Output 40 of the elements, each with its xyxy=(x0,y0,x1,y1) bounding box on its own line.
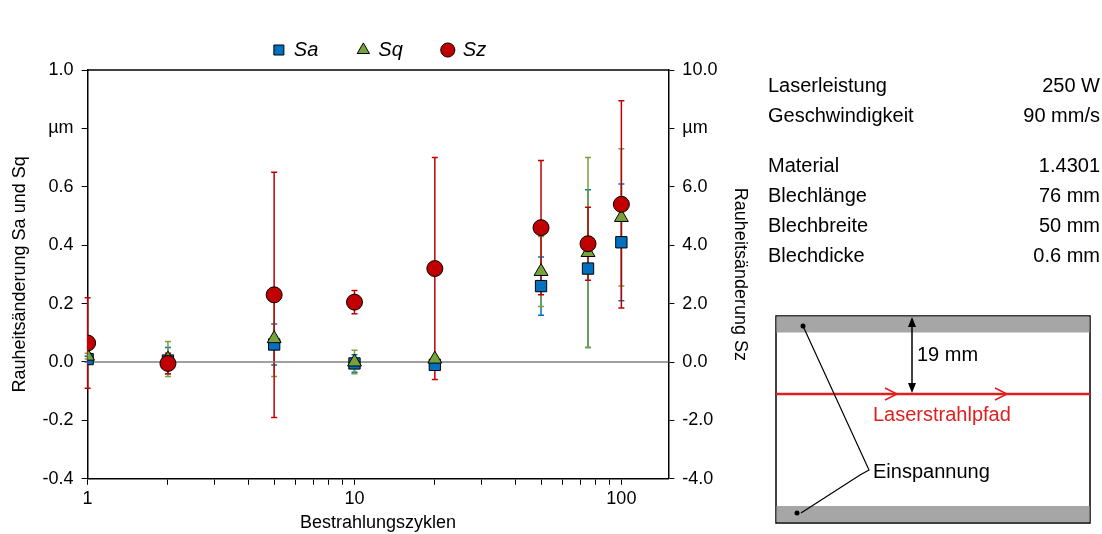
legend-label: Sz xyxy=(462,37,487,60)
y2-tick-label: 0.0 xyxy=(682,350,708,371)
y-tick-label: 0.6 xyxy=(48,175,74,196)
text: 0.6 mm xyxy=(1033,243,1100,268)
y2-tick-label: 4.0 xyxy=(682,234,708,255)
text: 19 mm xyxy=(917,343,979,365)
text: Einspannung xyxy=(873,460,990,482)
text: 50 mm xyxy=(1038,213,1100,238)
x-tick-label: 1 xyxy=(82,487,93,508)
text: Geschwindigkeit xyxy=(768,103,914,128)
y-tick-label: 0.2 xyxy=(48,292,74,313)
legend-label: Sa xyxy=(293,37,319,60)
text: Laserstrahlpfad xyxy=(873,403,1011,425)
y-tick-label: -0.4 xyxy=(42,467,74,488)
text: 90 mm/s xyxy=(1023,103,1100,128)
text: Blechlänge xyxy=(768,183,867,208)
text: 76 mm xyxy=(1038,183,1100,208)
y2-tick-label: -2.0 xyxy=(682,409,714,430)
text: 250 W xyxy=(1042,73,1100,98)
y2-tick-label: 2.0 xyxy=(682,292,708,313)
text: 1.4301 xyxy=(1038,153,1100,178)
legend-label: Sq xyxy=(378,37,403,60)
text: Material xyxy=(768,153,840,178)
x-axis-title: Bestrahlungszyklen xyxy=(299,512,457,533)
y-tick-label: µm xyxy=(48,117,74,138)
text: Blechbreite xyxy=(768,213,869,238)
y2-tick-label: 10.0 xyxy=(682,58,718,79)
y2-tick-label: µm xyxy=(682,117,708,138)
y-tick-label: 0.4 xyxy=(48,234,74,255)
y-tick-label: 0.0 xyxy=(48,350,74,371)
x-tick-label: 10 xyxy=(344,487,365,508)
y-axis-title: Rauheitsänderung Sa und Sq xyxy=(8,156,29,393)
text: Blechdicke xyxy=(768,243,865,268)
y2-tick-label: -4.0 xyxy=(682,467,714,488)
y2-tick-label: 6.0 xyxy=(682,175,708,196)
y-tick-label: -0.2 xyxy=(42,409,74,430)
y2-axis-title: Rauheitsänderung Sz xyxy=(731,187,752,361)
x-tick-label: 100 xyxy=(606,487,637,508)
text: Laserleistung xyxy=(768,73,887,98)
y-tick-label: 1.0 xyxy=(48,58,74,79)
